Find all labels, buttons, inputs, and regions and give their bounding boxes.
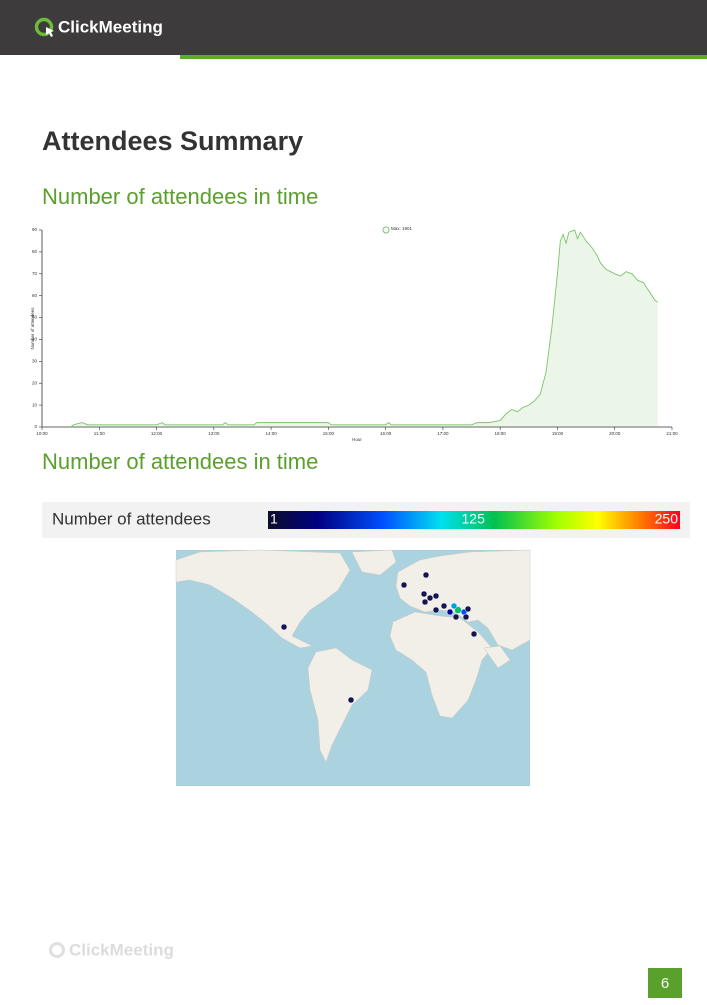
x-tick-label: 17:00 (437, 431, 449, 436)
colorbar-tick-label: 250 (655, 511, 679, 527)
y-tick-label: 80 (32, 249, 38, 254)
x-axis-label: Hour (352, 437, 362, 442)
header-bar (0, 0, 707, 55)
footer-logo: ClickMeeting (69, 940, 174, 959)
chart: 0 10 20 30 40 50 60 70 80 90 10:00 11:00 12:00 13:00 1… (30, 226, 678, 442)
area (70, 230, 658, 427)
y-tick-label: 50 (32, 315, 38, 320)
y-tick-label: 0 (34, 424, 37, 429)
y-tick-label: 30 (32, 359, 38, 364)
page-title: Attendees Summary (42, 126, 303, 156)
colorbar-tick-label: 125 (462, 511, 486, 527)
x-tick-label: 18:00 (495, 431, 507, 436)
y-tick-label: 10 (32, 402, 38, 407)
colorbar-ticks: 1 125 250 (270, 511, 678, 527)
x-tick-label: 10:00 (36, 431, 48, 436)
legend-marker (382, 226, 390, 234)
header-accent (180, 55, 707, 59)
x-tick-label: 15:00 (323, 431, 335, 436)
legend-label: Max: 1901 (391, 226, 413, 231)
x-tick-label: 12:00 (151, 431, 163, 436)
section-title: Number of attendees in time (42, 449, 318, 474)
page-number: 6 (661, 975, 669, 992)
x-tick-label: 19:00 (552, 431, 564, 436)
x-tick-label: 11:00 (94, 431, 105, 436)
header-logo: ClickMeeting (58, 17, 163, 36)
x-tick-label: 13:00 (208, 431, 220, 436)
x-tick-label: 21:00 (666, 431, 678, 436)
map (175, 549, 531, 786)
x-tick-label: 20:00 (609, 431, 621, 436)
colorbar-label: Number of attendees (52, 509, 211, 528)
section-title: Number of attendees in time (42, 184, 318, 209)
y-tick-label: 40 (32, 337, 38, 342)
y-axis-label: Number of attendees (30, 307, 35, 350)
y-tick-label: 20 (32, 380, 38, 385)
y-tick-label: 70 (32, 271, 38, 276)
x-tick-label: 14:00 (265, 431, 277, 436)
footer-logo-icon (49, 942, 65, 958)
x-tick-label: 16:00 (380, 431, 392, 436)
y-tick-label: 90 (32, 227, 38, 232)
y-tick-label: 60 (32, 293, 38, 298)
line (70, 229, 658, 428)
page-number-box (648, 968, 682, 998)
colorbar-tick-label: 1 (270, 511, 278, 527)
logo-icon (34, 17, 54, 37)
colorbar (268, 511, 680, 529)
